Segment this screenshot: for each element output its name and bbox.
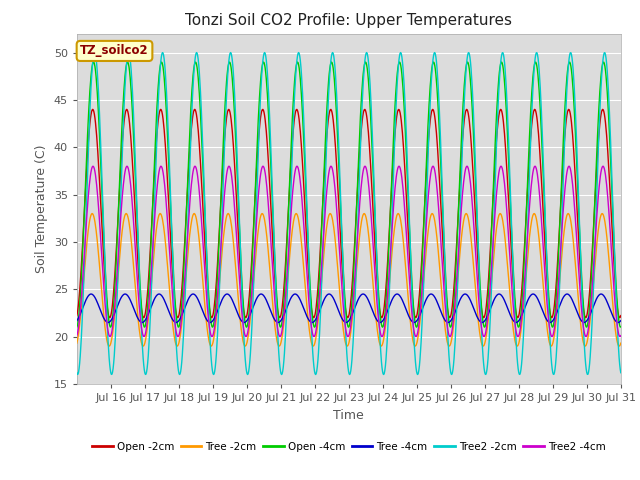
Y-axis label: Soil Temperature (C): Soil Temperature (C) [35, 144, 48, 273]
Legend: Open -2cm, Tree -2cm, Open -4cm, Tree -4cm, Tree2 -2cm, Tree2 -4cm: Open -2cm, Tree -2cm, Open -4cm, Tree -4… [88, 438, 610, 456]
Text: TZ_soilco2: TZ_soilco2 [80, 45, 149, 58]
X-axis label: Time: Time [333, 408, 364, 421]
Title: Tonzi Soil CO2 Profile: Upper Temperatures: Tonzi Soil CO2 Profile: Upper Temperatur… [186, 13, 512, 28]
